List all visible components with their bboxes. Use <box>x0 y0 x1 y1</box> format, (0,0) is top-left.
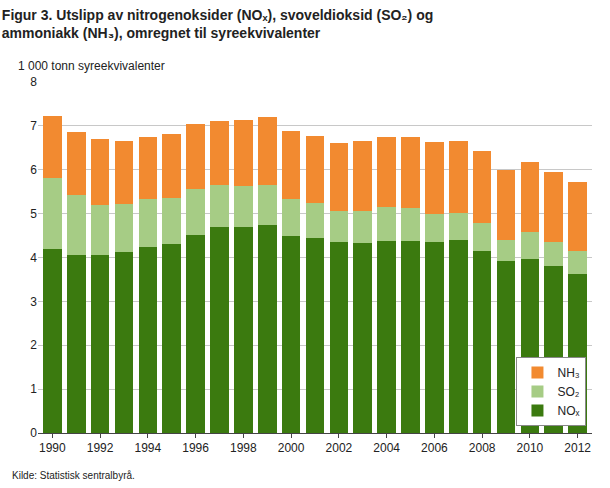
svg-text:6: 6 <box>30 163 37 177</box>
svg-text:1992: 1992 <box>87 441 114 455</box>
svg-text:1994: 1994 <box>134 441 161 455</box>
svg-text:1 000 tonn syreekvivalenter: 1 000 tonn syreekvivalenter <box>18 59 165 73</box>
svg-text:2000: 2000 <box>278 441 305 455</box>
svg-text:2012: 2012 <box>564 441 591 455</box>
svg-text:8: 8 <box>30 75 37 89</box>
svg-text:2004: 2004 <box>373 441 400 455</box>
svg-text:1998: 1998 <box>230 441 257 455</box>
svg-text:0: 0 <box>30 426 37 440</box>
svg-text:Figur 3. Utslipp av nitrogenok: Figur 3. Utslipp av nitrogenoksider (NOₓ… <box>2 7 433 41</box>
svg-text:2006: 2006 <box>421 441 448 455</box>
svg-text:1: 1 <box>30 382 37 396</box>
svg-text:4: 4 <box>30 251 37 265</box>
svg-text:2010: 2010 <box>517 441 544 455</box>
svg-text:1990: 1990 <box>39 441 66 455</box>
svg-text:NOₓ: NOₓ <box>557 404 579 418</box>
svg-text:NH₃: NH₃ <box>557 366 579 380</box>
svg-text:2: 2 <box>30 338 37 352</box>
svg-text:7: 7 <box>30 119 37 133</box>
svg-text:1996: 1996 <box>182 441 209 455</box>
svg-text:2008: 2008 <box>469 441 496 455</box>
svg-text:2002: 2002 <box>326 441 353 455</box>
svg-text:Kilde: Statistisk sentralbyrå.: Kilde: Statistisk sentralbyrå. <box>12 470 135 481</box>
svg-text:SO₂: SO₂ <box>557 385 579 399</box>
svg-text:5: 5 <box>30 207 37 221</box>
svg-text:3: 3 <box>30 295 37 309</box>
